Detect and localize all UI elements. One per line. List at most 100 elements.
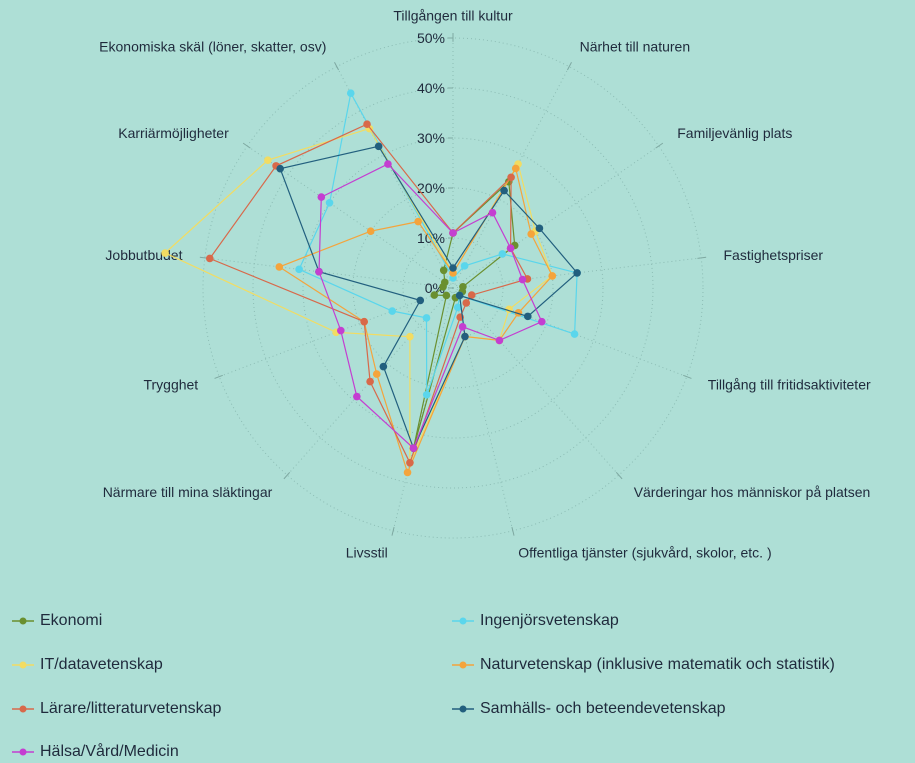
axis-spoke — [204, 257, 454, 289]
data-point — [500, 186, 508, 195]
axis-tick — [655, 142, 664, 149]
data-point — [205, 254, 214, 263]
legend-item[interactable]: Lärare/litteraturvetenskap — [12, 700, 221, 718]
axis-label: Livsstil — [346, 545, 388, 561]
grid-circle — [302, 137, 604, 439]
data-point — [363, 120, 371, 128]
axis-label: Ekonomiska skäl (löner, skatter, osv) — [99, 39, 326, 55]
data-point — [406, 458, 414, 467]
axis-tick — [697, 256, 707, 259]
data-point — [366, 377, 374, 386]
legend-item[interactable]: IT/datavetenskap — [12, 656, 163, 674]
radial-tick-label: 20% — [417, 180, 445, 196]
axis-label: Familjevänlig plats — [677, 125, 792, 141]
data-point — [462, 299, 471, 307]
series-line — [318, 163, 543, 450]
data-point — [455, 291, 464, 300]
data-point — [388, 307, 397, 315]
axis-tick — [683, 374, 692, 379]
axis-label: Värderingar hos människor på platsen — [634, 484, 871, 500]
axis-spoke — [452, 145, 660, 289]
data-point — [403, 468, 412, 477]
axis-label: Karriärmöjligheter — [118, 125, 229, 141]
data-point — [384, 160, 392, 168]
axis-tick — [511, 526, 515, 536]
data-point — [524, 312, 532, 321]
data-point — [422, 314, 431, 322]
grid-circle — [202, 37, 704, 539]
data-point — [414, 217, 422, 226]
legend-item[interactable]: Samhälls- och beteendevetenskap — [452, 700, 726, 718]
legend-swatch — [12, 661, 34, 669]
data-point — [527, 230, 535, 238]
axis-tick — [214, 374, 223, 379]
axis-spoke — [452, 287, 687, 378]
radial-grid — [199, 33, 707, 539]
legend-swatch — [12, 705, 34, 713]
data-point — [366, 227, 375, 235]
radar-chart: 0%10%20%30%40%50%Tillgången till kulturN… — [99, 8, 871, 561]
data-point — [379, 362, 388, 371]
axis-tick — [391, 526, 395, 536]
data-point — [498, 250, 507, 258]
data-point — [409, 444, 418, 453]
axis-label: Närhet till naturen — [580, 39, 691, 55]
grid-circle — [402, 237, 504, 339]
data-point — [507, 173, 515, 182]
data-point — [430, 291, 439, 299]
legend-label: Ekonomi — [40, 612, 103, 629]
data-point — [518, 275, 527, 284]
data-point — [449, 264, 457, 272]
axis-label: Närmare till mina släktingar — [103, 484, 273, 500]
data-point — [548, 272, 557, 280]
data-point — [460, 262, 469, 270]
data-point — [315, 267, 323, 276]
data-point — [161, 249, 169, 257]
axis-label: Tillgången till kultur — [393, 8, 513, 24]
series-line — [279, 145, 578, 450]
data-point — [488, 208, 497, 217]
data-point — [264, 156, 272, 164]
data-point — [495, 336, 504, 345]
legend-item[interactable]: Naturvetenskap (inklusive matematik och … — [452, 656, 835, 674]
axis-tick — [242, 142, 251, 149]
legend-label: IT/datavetenskap — [40, 656, 163, 673]
axis-label: Trygghet — [143, 377, 198, 393]
data-point — [276, 164, 284, 173]
data-point — [535, 224, 544, 233]
radial-tick-label: 40% — [417, 80, 445, 96]
legend-swatch — [452, 617, 474, 625]
legend-item[interactable]: Ekonomi — [12, 612, 102, 630]
data-point — [440, 278, 449, 287]
axis-label: Fastighetspriser — [724, 247, 824, 263]
data-point — [461, 332, 469, 341]
data-point — [511, 164, 520, 173]
data-point — [372, 370, 381, 378]
series-line — [164, 127, 554, 464]
legend-swatch — [452, 705, 474, 713]
legend-label: Naturvetenskap (inklusive matematik och … — [480, 656, 835, 673]
legend-item[interactable]: Hälsa/Vård/Medicin — [12, 743, 179, 761]
radial-tick-label: 0% — [425, 280, 445, 296]
series-line — [208, 123, 529, 465]
radial-tick-label: 50% — [417, 30, 445, 46]
data-point — [406, 332, 414, 341]
axis-tick — [334, 61, 340, 71]
data-point — [325, 198, 334, 207]
data-point — [416, 296, 425, 305]
series-6 — [315, 160, 546, 453]
data-point — [467, 291, 476, 299]
legend-label: Hälsa/Vård/Medicin — [40, 743, 179, 760]
data-point — [449, 229, 457, 237]
data-point — [295, 265, 303, 274]
axis-label: Offentliga tjänster (sjukvård, skolor, e… — [518, 545, 771, 561]
series-line — [277, 166, 554, 475]
data-point — [506, 244, 515, 253]
data-point — [360, 317, 368, 326]
axis-spoke — [452, 287, 620, 476]
legend-item[interactable]: Ingenjörsvetenskap — [452, 612, 619, 630]
legend-label: Samhälls- och beteendevetenskap — [480, 700, 726, 717]
data-point — [458, 323, 467, 331]
axis-tick — [566, 61, 572, 71]
legend-swatch — [12, 617, 34, 625]
